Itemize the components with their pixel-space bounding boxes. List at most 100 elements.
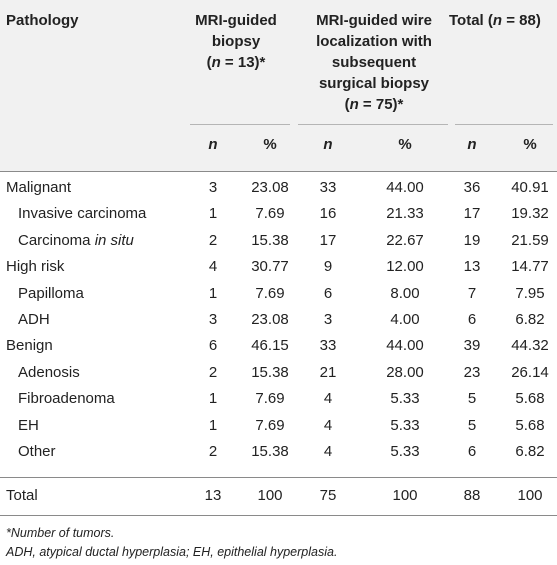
col2-n-rest: = 75)* (358, 96, 404, 113)
header-col2-line4: surgical biopsy (318, 75, 430, 92)
col2-n-var: n (349, 96, 359, 113)
footnote-abbreviations: ADH, atypical ductal hyperplasia; EH, ep… (6, 545, 338, 559)
cell-pct-3: 7.95 (515, 285, 545, 302)
row-label: Carcinoma in situ (18, 232, 134, 250)
subheader-n-2: n (323, 136, 333, 153)
row-label: High risk (6, 258, 64, 276)
total-pct-1: 100 (257, 487, 283, 504)
header-mri-guided-wire: MRI-guided wire localization with subseq… (300, 10, 448, 115)
col3-prefix: Total ( (449, 12, 493, 29)
cell-pct-1: 7.69 (255, 285, 285, 302)
row-label-text: EH (18, 417, 39, 434)
row-label-text: High risk (6, 258, 65, 275)
header-col1-line1: MRI-guided (195, 12, 277, 29)
cell-n-1: 1 (208, 390, 218, 407)
cell-pct-2: 44.00 (386, 337, 424, 354)
header-col2-n: (n = 75)* (300, 94, 448, 115)
row-label: Malignant (6, 179, 71, 197)
cell-pct-1: 30.77 (251, 258, 289, 275)
cell-pct-1: 46.15 (251, 337, 289, 354)
row-label: Other (18, 443, 56, 461)
row-label-text: Papilloma (18, 285, 84, 302)
col3-rest: = 88) (502, 12, 541, 29)
col1-n-prefix: ( (206, 54, 212, 71)
total-pct-3: 100 (517, 487, 543, 504)
cell-pct-3: 19.32 (511, 205, 549, 222)
cell-pct-3: 14.77 (511, 258, 549, 275)
footnote-number-of-tumors: *Number of tumors. (6, 526, 115, 540)
cell-n-3: 13 (463, 258, 481, 275)
cell-n-2: 17 (319, 232, 337, 249)
total-row-label: Total (6, 487, 38, 504)
cell-pct-2: 44.00 (386, 179, 424, 196)
cell-n-3: 23 (463, 364, 481, 381)
cell-n-3: 6 (467, 311, 477, 328)
cell-pct-1: 7.69 (255, 417, 285, 434)
cell-pct-2: 22.67 (386, 232, 424, 249)
cell-n-3: 19 (463, 232, 481, 249)
header-col1-line2: biopsy (211, 33, 261, 50)
header-band (0, 0, 557, 172)
subheader-pct-3: % (523, 136, 537, 153)
cell-pct-3: 6.82 (515, 311, 545, 328)
row-label: Invasive carcinoma (18, 205, 146, 223)
row-label-text: Carcinoma (18, 232, 95, 249)
cell-n-2: 4 (323, 390, 333, 407)
row-label: Benign (6, 337, 53, 355)
group-rule-col2 (298, 124, 448, 125)
cell-n-2: 33 (319, 337, 337, 354)
row-label-text: Other (18, 443, 56, 460)
cell-n-3: 36 (463, 179, 481, 196)
col1-n-var: n (211, 54, 221, 71)
cell-n-2: 4 (323, 417, 333, 434)
subheader-pct-2: % (398, 136, 412, 153)
header-total: Total (n = 88) (449, 10, 541, 31)
total-pct-2: 100 (392, 487, 418, 504)
total-n-1: 13 (204, 487, 222, 504)
cell-pct-2: 5.33 (390, 417, 420, 434)
cell-pct-3: 21.59 (511, 232, 549, 249)
header-col2-line2: localization with (316, 33, 432, 50)
header-mri-guided-biopsy: MRI-guided biopsy (n = 13)* (186, 10, 286, 73)
row-label-text: Benign (6, 337, 53, 354)
cell-n-2: 16 (319, 205, 337, 222)
cell-n-2: 6 (323, 285, 333, 302)
cell-n-2: 3 (323, 311, 333, 328)
row-label: Adenosis (18, 364, 80, 382)
header-col2-line1: MRI-guided wire (316, 12, 432, 29)
row-label-text: ADH (18, 311, 50, 328)
total-n-2: 75 (319, 487, 337, 504)
cell-n-3: 5 (467, 417, 477, 434)
cell-n-1: 2 (208, 443, 218, 460)
cell-n-1: 2 (208, 364, 218, 381)
cell-pct-2: 12.00 (386, 258, 424, 275)
total-n-3: 88 (463, 487, 481, 504)
cell-n-1: 6 (208, 337, 218, 354)
cell-pct-1: 23.08 (251, 311, 289, 328)
cell-n-1: 4 (208, 258, 218, 275)
row-label: Fibroadenoma (18, 390, 115, 408)
col3-n-var: n (492, 12, 503, 29)
cell-n-3: 7 (467, 285, 477, 302)
group-rule-col3 (455, 124, 553, 125)
cell-n-2: 4 (323, 443, 333, 460)
col2-n-prefix: ( (344, 96, 350, 113)
cell-pct-2: 21.33 (386, 205, 424, 222)
cell-pct-2: 4.00 (390, 311, 420, 328)
row-label-italic: in situ (94, 232, 134, 249)
cell-pct-3: 6.82 (515, 443, 545, 460)
col1-n-rest: = 13)* (220, 54, 266, 71)
cell-pct-3: 5.68 (515, 417, 545, 434)
cell-n-2: 33 (319, 179, 337, 196)
cell-pct-1: 15.38 (251, 232, 289, 249)
subheader-n-1: n (208, 136, 218, 153)
cell-pct-3: 44.32 (511, 337, 549, 354)
cell-pct-3: 40.91 (511, 179, 549, 196)
cell-n-3: 5 (467, 390, 477, 407)
cell-pct-2: 28.00 (386, 364, 424, 381)
row-label-text: Malignant (6, 179, 72, 196)
subheader-n-3: n (467, 136, 477, 153)
cell-n-3: 39 (463, 337, 481, 354)
row-label: ADH (18, 311, 50, 329)
